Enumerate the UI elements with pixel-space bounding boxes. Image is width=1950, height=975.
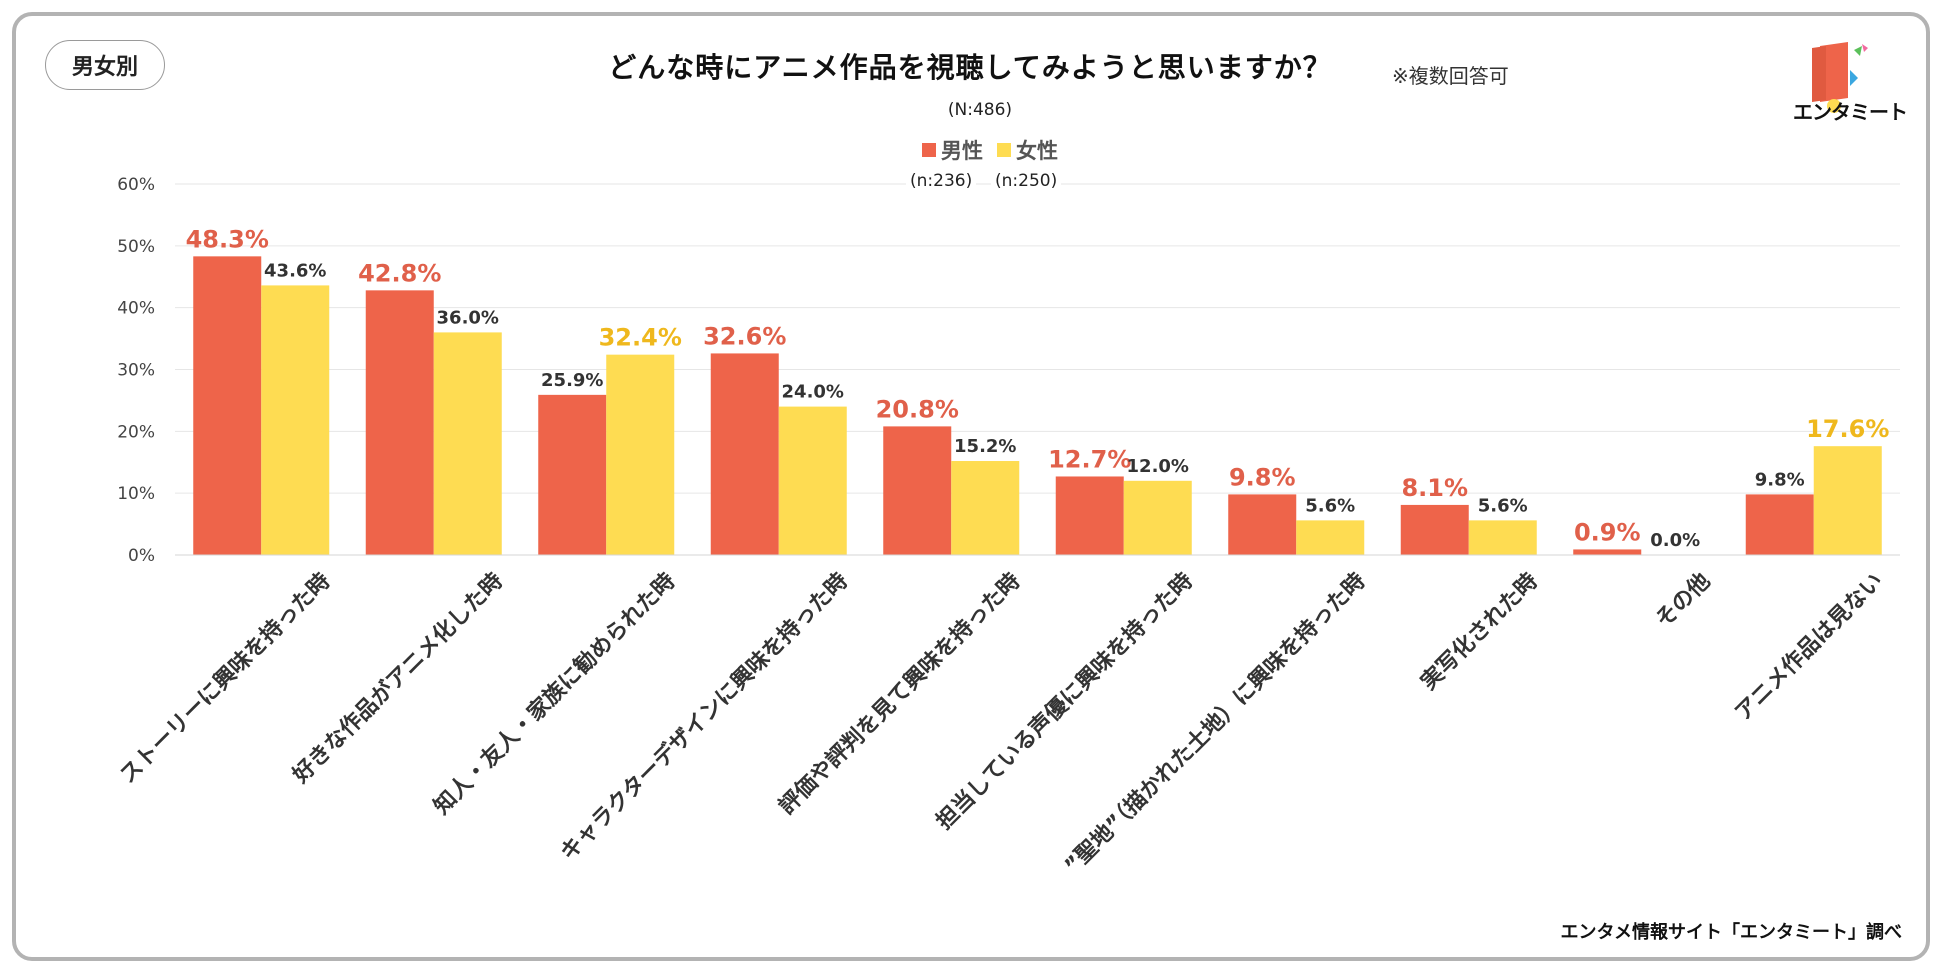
bar-male	[883, 426, 952, 555]
bar-female	[1813, 446, 1882, 555]
data-label-female: 0.0%	[1650, 530, 1700, 551]
category-label: キャラクターデザインに興味を持った時	[555, 568, 853, 866]
bar-female	[1123, 480, 1192, 555]
bar-male	[193, 256, 262, 555]
logo-text: エンタミート	[1793, 100, 1908, 124]
y-tick-label: 0%	[128, 546, 155, 566]
total-sample-size: (N:486)	[947, 100, 1013, 120]
bar-male	[538, 394, 607, 555]
bar-female	[1468, 520, 1537, 555]
y-tick-label: 10%	[117, 484, 155, 504]
legend-item-female: 女性	[997, 135, 1058, 165]
legend-swatch-female	[997, 143, 1011, 157]
bar-female	[951, 461, 1020, 555]
data-label-male: 9.8%	[1755, 469, 1805, 490]
data-label-male: 8.1%	[1401, 474, 1468, 502]
title-note: ※複数回答可	[1392, 64, 1509, 88]
segment-tag: 男女別	[45, 40, 165, 90]
bar-female	[433, 332, 502, 555]
legend-label-female: 女性	[1016, 139, 1058, 163]
male-sample-size: (n:236)	[906, 171, 977, 191]
category-label: 実写化された時	[1416, 568, 1543, 695]
y-tick-label: 50%	[117, 237, 155, 257]
legend: 男性 女性	[900, 135, 1080, 165]
data-label-male: 9.8%	[1229, 463, 1296, 491]
y-tick-label: 40%	[117, 299, 155, 319]
legend-swatch-male	[922, 143, 936, 157]
y-tick-label: 30%	[117, 361, 155, 381]
data-label-female: 5.6%	[1478, 495, 1528, 516]
entameet-logo-icon	[1812, 42, 1868, 113]
data-label-male: 42.8%	[358, 259, 441, 287]
legend-label-male: 男性	[941, 139, 983, 163]
legend-item-male: 男性	[922, 135, 983, 165]
data-label-female: 32.4%	[599, 324, 682, 352]
data-label-female: 15.2%	[954, 436, 1016, 457]
y-tick-label: 60%	[117, 175, 155, 195]
bar-male	[1745, 494, 1814, 555]
bar-female	[1296, 520, 1365, 555]
data-label-female: 43.6%	[264, 260, 326, 281]
category-label: ”聖地”（描かれた土地）に興味を持った時	[1060, 569, 1370, 879]
bar-male	[1400, 504, 1469, 555]
data-label-female: 24.0%	[782, 382, 844, 403]
category-label: その他	[1651, 569, 1715, 633]
data-label-male: 0.9%	[1574, 518, 1641, 546]
y-tick-label: 20%	[117, 422, 155, 442]
bar-female	[261, 285, 330, 555]
bar-male	[1573, 549, 1642, 555]
data-label-male: 48.3%	[186, 225, 269, 253]
female-sample-size: (n:250)	[991, 171, 1062, 191]
data-label-male: 20.8%	[876, 395, 959, 423]
data-label-male: 12.7%	[1048, 445, 1131, 473]
data-label-male: 32.6%	[703, 322, 786, 350]
bar-female	[606, 354, 675, 555]
data-label-male: 25.9%	[541, 370, 603, 391]
bar-male	[710, 353, 779, 555]
data-label-female: 36.0%	[437, 307, 499, 328]
bar-male	[1228, 494, 1297, 555]
source-credit: エンタメ情報サイト「エンタミート」調べ	[1560, 922, 1902, 943]
bar-female	[778, 406, 847, 555]
data-label-female: 5.6%	[1305, 495, 1355, 516]
chart-title: どんな時にアニメ作品を視聴してみようと思いますか？	[608, 51, 1332, 84]
data-label-female: 12.0%	[1127, 456, 1189, 477]
category-label: アニメ作品は見ない	[1731, 569, 1888, 726]
bar-male	[1055, 476, 1124, 555]
data-label-female: 17.6%	[1806, 415, 1889, 443]
bar-male	[365, 290, 434, 555]
